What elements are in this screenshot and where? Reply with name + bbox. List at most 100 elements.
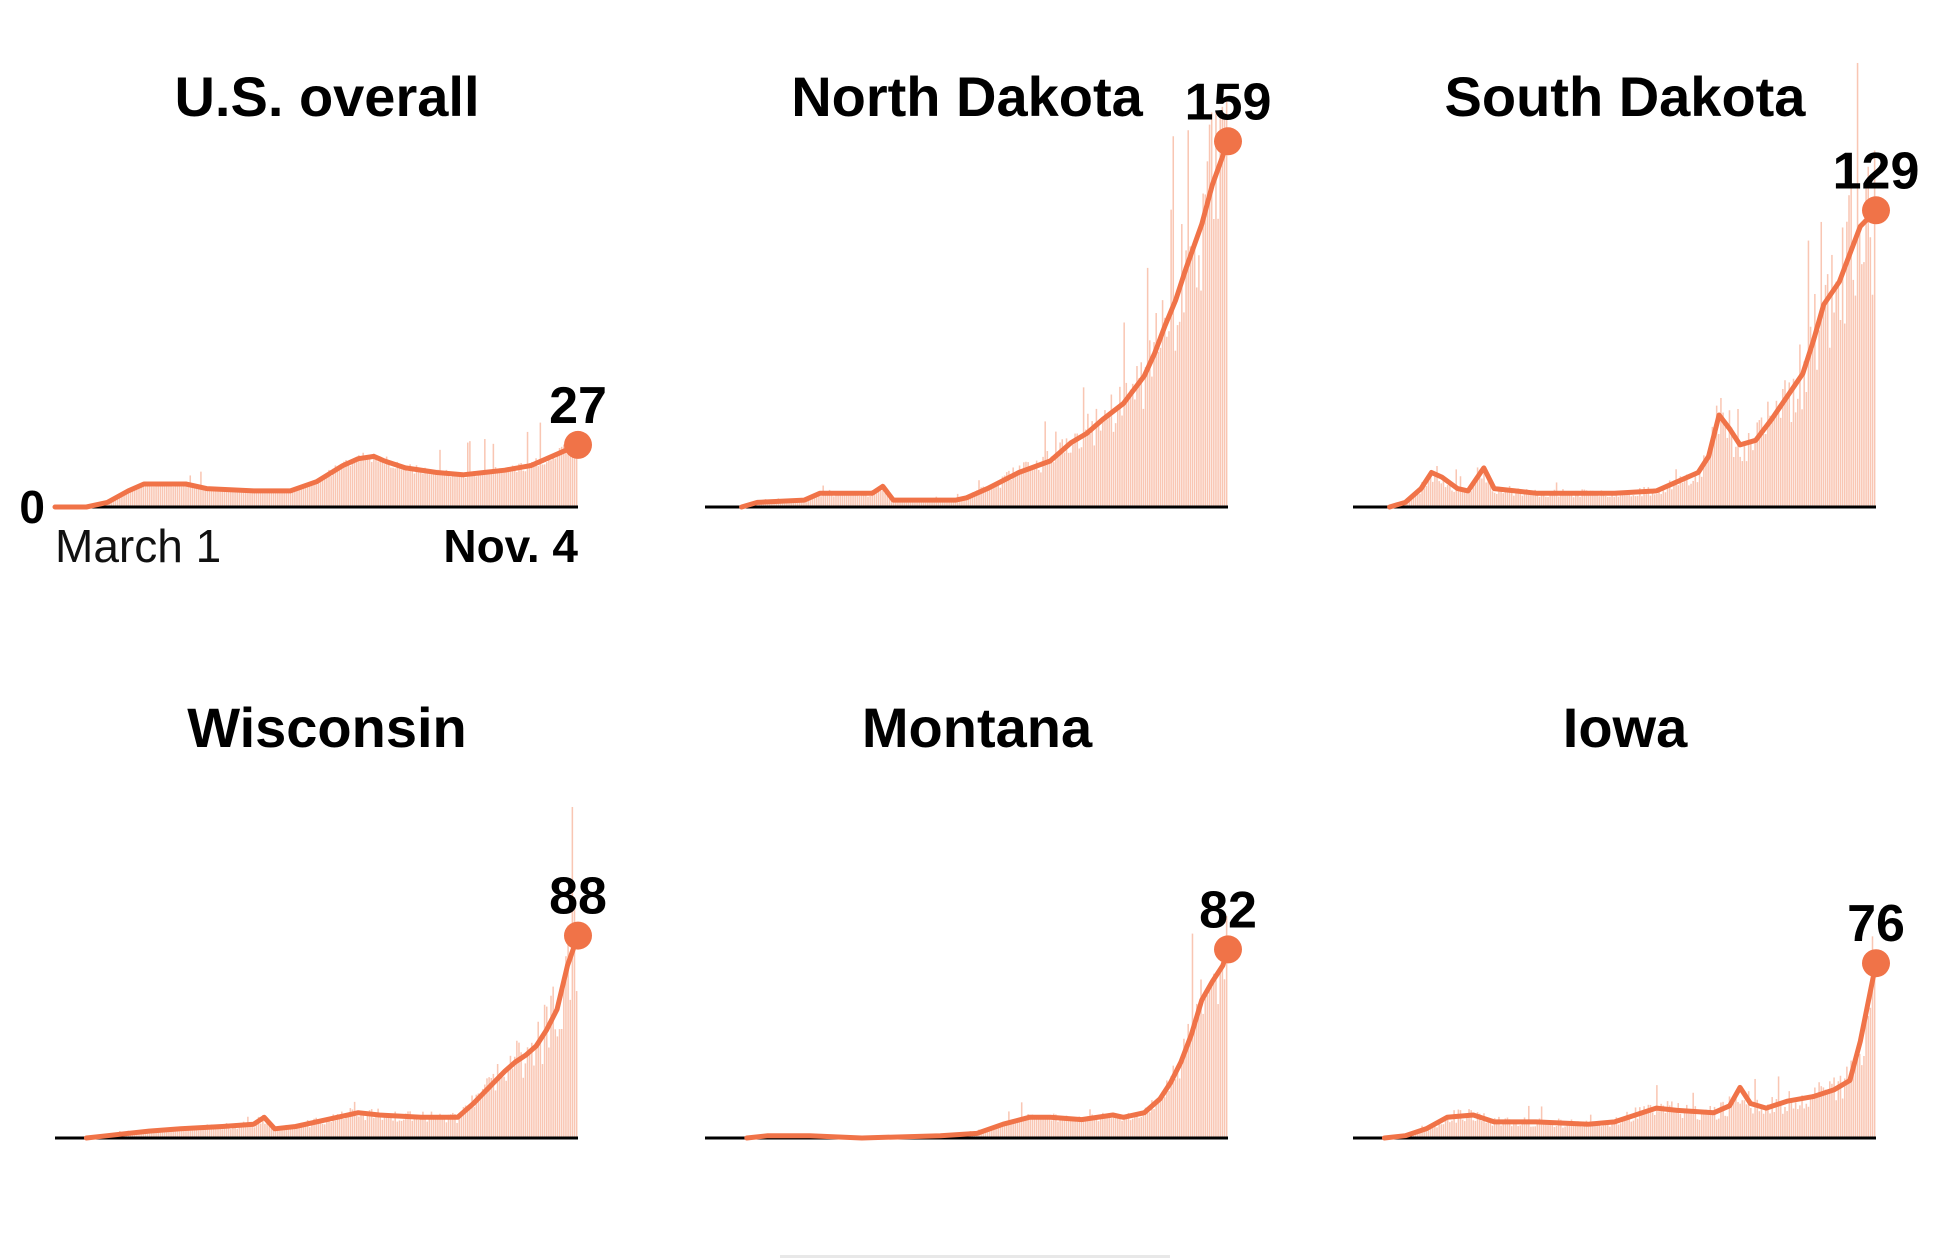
daily-bar	[349, 465, 352, 507]
daily-bar	[343, 461, 345, 507]
daily-bar	[499, 1073, 501, 1138]
daily-bar	[1767, 1104, 1769, 1138]
daily-bar	[1664, 1112, 1667, 1138]
daily-bar	[1790, 1100, 1793, 1138]
daily-bar	[1208, 987, 1211, 1138]
daily-bar	[1502, 493, 1504, 507]
daily-bar	[411, 1120, 414, 1138]
daily-bar	[1547, 1124, 1549, 1138]
daily-bar	[1117, 1117, 1119, 1138]
daily-bar	[180, 1128, 183, 1138]
daily-bar	[1835, 281, 1837, 507]
daily-bar	[298, 1125, 300, 1138]
daily-bar	[1801, 409, 1803, 507]
daily-bar	[1003, 1126, 1006, 1138]
daily-bar	[345, 1117, 347, 1138]
daily-bar	[129, 1133, 132, 1138]
daily-bar	[575, 441, 578, 507]
daily-bar	[1743, 1100, 1746, 1138]
daily-bar	[1067, 452, 1070, 507]
daily-bar	[1583, 489, 1586, 507]
daily-bar	[1521, 495, 1524, 507]
daily-bar	[1074, 433, 1076, 507]
daily-bar	[1613, 496, 1615, 507]
daily-bar	[1206, 161, 1209, 507]
panel-montana: Montana 82	[705, 696, 1257, 1141]
daily-bar	[1070, 1117, 1072, 1138]
daily-bar	[528, 463, 531, 507]
daily-bar	[370, 461, 373, 507]
daily-bar	[1412, 1134, 1415, 1138]
daily-bar	[1594, 1125, 1596, 1138]
daily-bar	[219, 487, 221, 507]
daily-bar	[163, 482, 166, 507]
daily-bar	[274, 489, 277, 507]
daily-bar	[1786, 399, 1788, 507]
daily-bar	[1174, 1079, 1177, 1138]
daily-bar	[1442, 477, 1445, 507]
daily-bar	[1852, 279, 1855, 507]
daily-bar	[1803, 1108, 1805, 1138]
daily-bar	[1617, 1124, 1620, 1138]
daily-bar	[1858, 1053, 1861, 1138]
daily-bar	[1481, 1121, 1483, 1138]
daily-bar	[1818, 1082, 1820, 1138]
daily-bar	[116, 496, 119, 507]
daily-bar	[415, 465, 418, 507]
daily-bar	[279, 489, 281, 507]
daily-bar	[556, 1036, 559, 1138]
daily-bar	[300, 1122, 303, 1138]
daily-bar	[1854, 295, 1857, 507]
daily-bar	[1568, 492, 1571, 507]
daily-bar	[1641, 1114, 1643, 1138]
daily-bar	[467, 1111, 469, 1138]
daily-bar	[1585, 1120, 1588, 1138]
daily-bar	[1600, 490, 1603, 507]
daily-bar	[458, 1118, 460, 1138]
daily-bar	[328, 1118, 330, 1138]
daily-bar	[1788, 1091, 1791, 1138]
daily-bar	[309, 485, 311, 507]
daily-bar	[1144, 367, 1147, 507]
daily-bar	[1001, 1122, 1004, 1138]
daily-bar	[920, 498, 923, 507]
daily-bar	[1555, 1126, 1558, 1138]
daily-bar	[1084, 429, 1087, 507]
daily-bar	[1703, 455, 1705, 507]
daily-bar	[1643, 1106, 1645, 1138]
daily-bar	[247, 1116, 249, 1138]
daily-bar	[285, 489, 288, 507]
daily-bar	[1536, 1119, 1539, 1138]
daily-bar	[183, 1130, 185, 1138]
daily-bar	[479, 474, 482, 507]
daily-bar	[405, 469, 407, 507]
daily-bar	[281, 489, 283, 507]
daily-bar	[1688, 485, 1690, 507]
daily-bar	[1792, 378, 1795, 507]
daily-bar	[1604, 496, 1607, 507]
daily-bar	[1410, 497, 1413, 507]
daily-bar	[993, 1127, 995, 1138]
daily-bar	[477, 474, 480, 507]
daily-bar	[1191, 245, 1194, 507]
daily-bar	[1202, 1013, 1204, 1138]
daily-bar	[1414, 491, 1417, 507]
daily-bar	[1651, 489, 1654, 507]
daily-bar	[202, 488, 204, 507]
daily-bar	[1656, 493, 1658, 507]
daily-bar	[843, 495, 846, 507]
daily-bar	[174, 1129, 177, 1138]
daily-bar	[291, 490, 294, 507]
daily-bar	[1779, 417, 1782, 507]
daily-bar	[1070, 452, 1072, 507]
daily-bar	[1504, 1118, 1507, 1138]
daily-bar	[174, 483, 177, 507]
daily-bar	[411, 466, 414, 507]
daily-bar	[1841, 227, 1844, 507]
daily-bar	[1464, 1121, 1466, 1138]
daily-bar	[247, 490, 249, 507]
daily-bar	[266, 490, 268, 507]
daily-bar	[1442, 1124, 1445, 1138]
daily-bar	[1786, 1111, 1788, 1138]
daily-bar	[531, 1042, 533, 1138]
